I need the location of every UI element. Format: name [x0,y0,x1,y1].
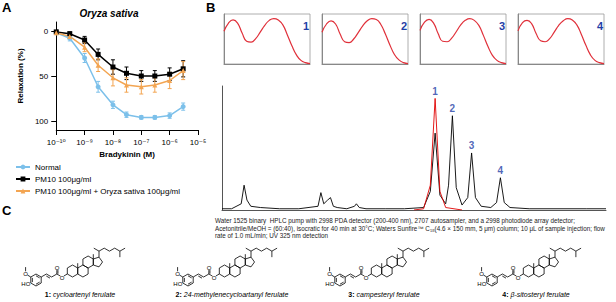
svg-text:O: O [55,265,60,271]
svg-text:HO: HO [173,281,182,287]
svg-text:O: O [479,271,484,277]
svg-text:10⁻⁸: 10⁻⁸ [105,138,122,147]
svg-text:1:cycloartenyl ferulate: 1:cycloartenyl ferulate [45,291,116,299]
svg-text:10⁻⁶: 10⁻⁶ [161,138,177,147]
svg-text:Relaxation (%): Relaxation (%) [16,48,25,103]
svg-text:10⁻⁷: 10⁻⁷ [133,138,149,147]
svg-text:100: 100 [35,117,49,126]
svg-text:10⁻⁵: 10⁻⁵ [190,138,206,147]
svg-text:Oryza sativa: Oryza sativa [80,8,139,19]
html-text:Water 1525 binary HPLC pump wi: Water 1525 binary HPLC pump with 2998 PD… [215,217,607,240]
svg-text:O: O [359,265,364,271]
svg-text:10⁻⁹: 10⁻⁹ [76,138,93,147]
svg-text:PM10 100μg/ml: PM10 100μg/ml [35,175,91,184]
svg-text:3:campesteryl ferulate: 3:campesteryl ferulate [348,291,419,299]
svg-text:2:24-methylenecycloartanyl fer: 2:24-methylenecycloartanyl ferulate [176,291,289,299]
svg-text:1: 1 [432,86,438,97]
svg-text:O: O [363,274,369,281]
svg-text:50: 50 [39,72,48,81]
svg-text:Bradykinin (M): Bradykinin (M) [99,150,155,159]
html-text:B: B [206,0,216,15]
svg-text:2: 2 [450,103,456,114]
svg-text:HO: HO [325,281,334,287]
html-text:A: A [2,0,12,15]
svg-text:0: 0 [44,27,49,36]
svg-text:O: O [23,271,28,277]
svg-text:O: O [327,271,332,277]
svg-text:3: 3 [499,20,505,32]
svg-text:PM10 100μg/ml + Oryza sativa 1: PM10 100μg/ml + Oryza sativa 100μg/ml [35,187,180,196]
svg-text:4:β-sitosteryl ferulate: 4:β-sitosteryl ferulate [502,291,570,299]
svg-text:HO: HO [21,281,30,287]
svg-text:O: O [515,274,521,281]
svg-text:1: 1 [303,20,309,32]
svg-text:O: O [59,274,65,281]
svg-text:Normal: Normal [35,163,61,172]
svg-text:10⁻¹⁰: 10⁻¹⁰ [47,138,66,147]
html-text:C: C [2,203,12,218]
svg-text:4: 4 [597,20,604,32]
svg-text:O: O [207,265,212,271]
svg-text:O: O [511,265,516,271]
svg-text:O: O [175,271,180,277]
svg-text:4: 4 [498,165,504,176]
svg-text:HO: HO [477,281,486,287]
svg-text:3: 3 [469,140,475,151]
svg-text:2: 2 [401,20,407,32]
svg-text:O: O [211,274,217,281]
